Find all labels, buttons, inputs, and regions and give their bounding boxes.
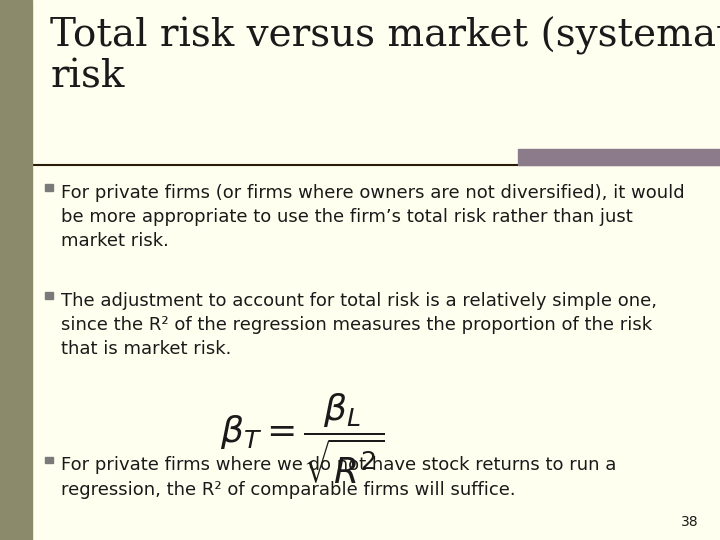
Bar	[518, 148, 720, 165]
Bar	[45, 184, 53, 191]
Text: The adjustment to account for total risk is a relatively simple one,
since the R: The adjustment to account for total risk…	[61, 292, 657, 358]
Text: 38: 38	[681, 515, 698, 529]
Bar	[45, 292, 53, 299]
Text: Total risk versus market (systematic)
risk: Total risk versus market (systematic) ri…	[50, 16, 720, 96]
Text: $\beta_T = \dfrac{\beta_L}{\sqrt{R^2}}$: $\beta_T = \dfrac{\beta_L}{\sqrt{R^2}}$	[220, 392, 384, 487]
Text: For private firms where we do not have stock returns to run a
regression, the R²: For private firms where we do not have s…	[61, 456, 616, 498]
Text: For private firms (or firms where owners are not diversified), it would
be more : For private firms (or firms where owners…	[61, 184, 685, 250]
Bar	[45, 457, 53, 463]
